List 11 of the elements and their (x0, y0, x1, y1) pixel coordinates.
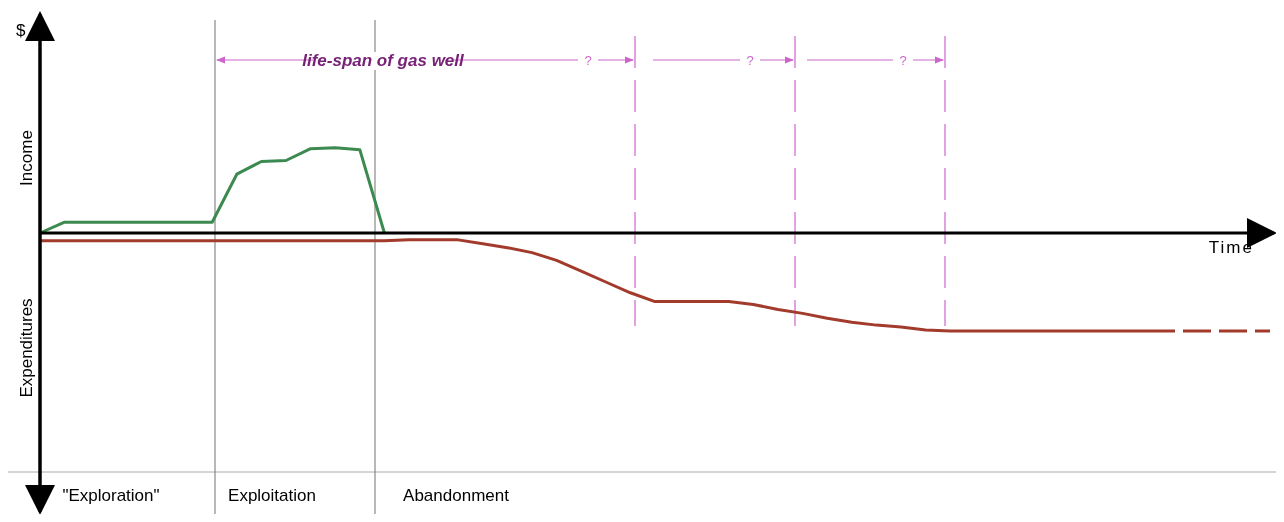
text: Income (17, 130, 36, 186)
text: ? (899, 53, 907, 68)
text: Abandonment (403, 486, 510, 505)
text: Exploitation (228, 486, 316, 505)
x-axis-title: Time (1208, 238, 1254, 257)
text: $ (16, 21, 26, 40)
text: "Exploration" (62, 486, 160, 505)
text: life-span of gas well (302, 51, 466, 70)
text: ? (584, 53, 592, 68)
text: Expenditures (17, 298, 36, 398)
text: ? (746, 53, 754, 68)
